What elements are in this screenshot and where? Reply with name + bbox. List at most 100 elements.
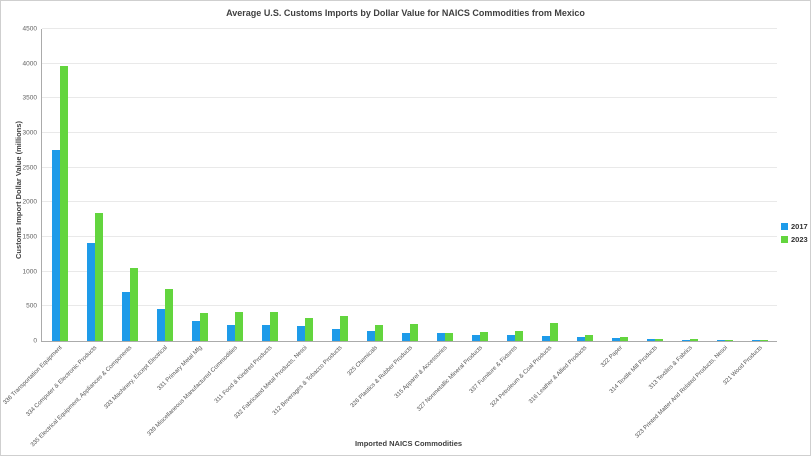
bar-2023[interactable] bbox=[94, 213, 103, 341]
y-tick-label: 500 bbox=[26, 302, 37, 310]
legend-label: 2017 bbox=[791, 222, 808, 231]
bar-2023[interactable] bbox=[234, 312, 243, 341]
bar-group: 324 Petroleum & Coal Products bbox=[490, 29, 567, 409]
gridline bbox=[42, 305, 777, 307]
bar-group: 315 Apparel & Accessories bbox=[394, 29, 462, 400]
bar-group: 322 Paper bbox=[600, 29, 637, 369]
bar-2017[interactable] bbox=[576, 336, 585, 341]
bar-2023[interactable] bbox=[304, 318, 313, 341]
x-tick-label: 324 Petroleum & Coal Products bbox=[490, 345, 554, 409]
bar-2017[interactable] bbox=[506, 335, 515, 341]
gridline bbox=[42, 62, 777, 64]
bar-group: 312 Beverages & Tobacco Products bbox=[272, 29, 357, 417]
bar-2017[interactable] bbox=[366, 330, 375, 341]
gridline bbox=[42, 97, 777, 99]
bar-group: 323 Printed Matter And Related Products,… bbox=[634, 29, 742, 440]
bar-group: 326 Plastics & Rubber Products bbox=[350, 29, 427, 409]
bar-2017[interactable] bbox=[541, 336, 550, 341]
bar-2023[interactable] bbox=[584, 335, 593, 341]
bar-2023[interactable] bbox=[59, 66, 68, 341]
legend-label: 2023 bbox=[791, 235, 808, 244]
bar-2023[interactable] bbox=[339, 316, 348, 341]
bar-2023[interactable] bbox=[409, 324, 418, 341]
gridline bbox=[42, 166, 777, 168]
bar-2017[interactable] bbox=[716, 340, 725, 341]
bar-group: 334 Computer & Electronic Products bbox=[26, 29, 112, 418]
gridline bbox=[42, 201, 777, 203]
legend-item-2017[interactable]: 2017 bbox=[781, 222, 808, 231]
bar-group: 311 Food & Kindred Products bbox=[214, 29, 287, 405]
bar-group: 325 Chemicals bbox=[346, 29, 392, 377]
x-tick-label: 311 Food & Kindred Products bbox=[214, 345, 274, 405]
gridline bbox=[42, 270, 777, 272]
bar-2023[interactable] bbox=[759, 339, 768, 341]
x-tick-label: 336 Transportation Equipment bbox=[2, 345, 64, 407]
bar-2023[interactable] bbox=[479, 331, 488, 341]
y-tick-label: 3000 bbox=[22, 129, 37, 137]
bar-2023[interactable] bbox=[514, 330, 523, 341]
bar-2023[interactable] bbox=[724, 339, 733, 341]
bar-group: 332 Fabricated Metal Products, Nesoi bbox=[234, 29, 322, 420]
bar-2023[interactable] bbox=[199, 313, 208, 341]
x-tick-label: 333 Machinery, Except Electrical bbox=[103, 345, 169, 411]
legend-item-2023[interactable]: 2023 bbox=[781, 235, 808, 244]
bar-group: 336 Transportation Equipment bbox=[3, 29, 77, 406]
y-tick-label: 4000 bbox=[22, 60, 37, 68]
bar-2023[interactable] bbox=[164, 289, 173, 341]
bar-2023[interactable] bbox=[619, 337, 628, 341]
y-tick-label: 4500 bbox=[22, 25, 37, 33]
x-tick-label: 312 Beverages & Tobacco Products bbox=[272, 345, 344, 417]
bar-2017[interactable] bbox=[121, 292, 130, 341]
bar-2017[interactable] bbox=[261, 325, 270, 341]
plot-area: 0 500 1000 1500 2000 2500 3000 3500 4000 4500 336… bbox=[3, 26, 777, 448]
bar-2023[interactable] bbox=[444, 333, 453, 341]
bar-2017[interactable] bbox=[751, 340, 760, 341]
bar-2017[interactable] bbox=[401, 332, 410, 341]
legend: 2017 2023 bbox=[781, 222, 808, 248]
x-tick-label: 332 Fabricated Metal Products, Nesoi bbox=[233, 345, 309, 421]
bar-2017[interactable] bbox=[331, 329, 340, 341]
x-tick-label: 325 Chemicals bbox=[346, 345, 379, 378]
bar-group: 316 Leather & Allied Products bbox=[529, 29, 602, 405]
bar-2023[interactable] bbox=[129, 267, 138, 341]
bar-2023[interactable] bbox=[689, 339, 698, 341]
bar-group: 313 Textiles & Fabrics bbox=[648, 29, 707, 391]
x-tick-label: 326 Plastics & Rubber Products bbox=[349, 345, 414, 410]
bar-groups: 336 Transportation Equipment 334 Computer… bbox=[3, 29, 777, 448]
gridline bbox=[42, 28, 777, 29]
x-tick-label: 327 Nonmetallic Mineral Products bbox=[416, 345, 484, 413]
bar-group: 333 Machinery, Except Electrical bbox=[103, 29, 182, 410]
bar-2017[interactable] bbox=[681, 339, 690, 341]
bar-2017[interactable] bbox=[51, 150, 60, 341]
bar-2017[interactable] bbox=[436, 333, 445, 341]
gridline bbox=[42, 236, 777, 237]
bar-2023[interactable] bbox=[269, 311, 278, 341]
bar-2017[interactable] bbox=[86, 242, 95, 341]
bar-group: 331 Primary Metal Mfg bbox=[157, 29, 217, 392]
bar-2017[interactable] bbox=[296, 326, 305, 341]
bar-2023[interactable] bbox=[549, 323, 558, 341]
x-tick-label: 334 Computer & Electronic Products bbox=[25, 345, 99, 418]
bar-group: 339 Miscellaneous Manufactured Commoditi… bbox=[146, 29, 252, 437]
bar-2017[interactable] bbox=[191, 321, 200, 341]
bar-group: 321 Wood Products bbox=[722, 29, 777, 386]
bar-2017[interactable] bbox=[226, 325, 235, 341]
bar-group: 335 Electrical Equipment, Appliances & C… bbox=[30, 29, 147, 448]
y-tick-label: 1000 bbox=[22, 268, 37, 276]
bar-group: 314 Textile Mill Products bbox=[609, 29, 672, 395]
bar-2017[interactable] bbox=[611, 338, 620, 341]
bar-group: 327 Nonmetallic Mineral Products bbox=[416, 29, 497, 413]
bar-2017[interactable] bbox=[471, 334, 480, 341]
x-tick-label: 316 Leather & Allied Products bbox=[528, 345, 589, 406]
bar-2017[interactable] bbox=[646, 339, 655, 341]
bar-2023[interactable] bbox=[374, 325, 383, 341]
legend-swatch-icon bbox=[781, 236, 788, 243]
bar-2023[interactable] bbox=[654, 338, 663, 341]
legend-swatch-icon bbox=[781, 223, 788, 230]
y-tick-label: 0 bbox=[33, 337, 37, 345]
y-tick-label: 3500 bbox=[22, 94, 37, 102]
x-axis-label: Imported NAICS Commodities bbox=[354, 439, 463, 448]
bar-2017[interactable] bbox=[156, 309, 165, 341]
bar-group: 337 Furniture & Fixtures bbox=[469, 29, 532, 395]
